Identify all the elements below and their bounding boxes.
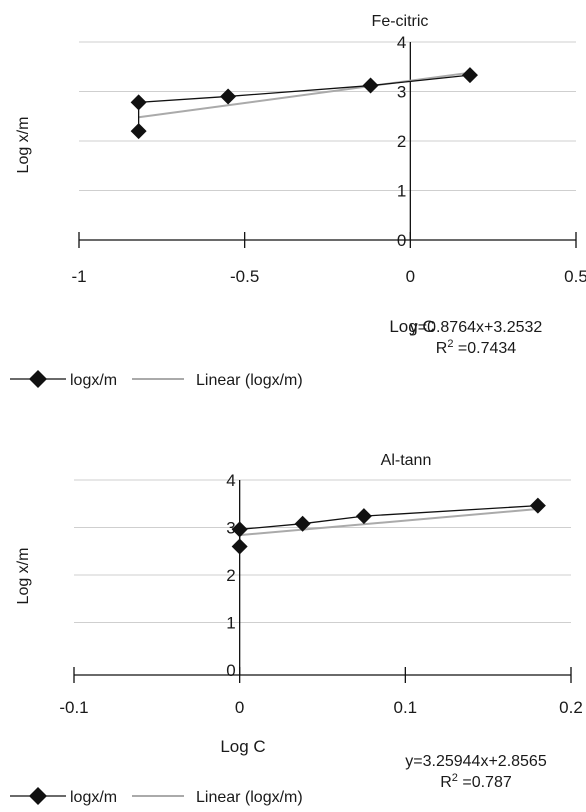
y-tick-label: 4 xyxy=(397,33,406,52)
data-point-marker xyxy=(355,508,372,525)
y-tick-label: 3 xyxy=(397,83,406,102)
y-axis-label: Log x/m xyxy=(15,117,32,174)
x-tick-label: 0.5 xyxy=(564,267,586,286)
r-squared-symbol: R xyxy=(440,774,452,791)
data-point-marker xyxy=(130,123,147,140)
r-squared-exponent: 2 xyxy=(447,338,453,350)
chart-title: Al-tann xyxy=(381,452,432,469)
y-tick-label: 2 xyxy=(226,566,235,585)
r-squared-symbol: R xyxy=(436,340,448,357)
r-squared-value: =0.787 xyxy=(458,774,512,791)
trendline-series xyxy=(239,507,538,537)
data-point-marker xyxy=(461,67,478,84)
chart-title: Fe-citric xyxy=(372,13,429,30)
y-tick-label: 2 xyxy=(397,132,406,151)
data-series-line xyxy=(239,505,538,547)
data-point-marker xyxy=(294,515,311,532)
x-axis-label: Log C xyxy=(389,317,434,336)
x-tick-label: -1 xyxy=(71,267,86,286)
x-tick-label: 0 xyxy=(406,267,415,286)
data-point-marker xyxy=(220,88,237,105)
legend-label-data: logx/m xyxy=(70,372,117,389)
data-series-line xyxy=(137,74,471,132)
x-tick-label: -0.5 xyxy=(230,267,259,286)
trend-equation: y=3.25944x+2.8565 xyxy=(405,753,547,770)
x-tick-label: 0.1 xyxy=(394,698,418,717)
data-point-marker xyxy=(362,77,379,94)
r-squared-label: R2 =0.7434 xyxy=(436,338,517,357)
data-point-marker xyxy=(231,538,248,555)
r-squared-exponent: 2 xyxy=(452,772,458,784)
data-point-marker xyxy=(130,94,147,111)
y-tick-label: 0 xyxy=(226,661,235,680)
legend-label-trend: Linear (logx/m) xyxy=(196,789,303,806)
r-squared-value: =0.7434 xyxy=(453,340,516,357)
legend-marker-icon xyxy=(29,370,47,388)
y-tick-label: 1 xyxy=(226,614,235,633)
chart-al-tann: 0 1 2 3 4 -0.1 0 0.1 0.2 Al-tann Log C Log x/m y=3.2… xyxy=(10,452,583,806)
legend-label-trend: Linear (logx/m) xyxy=(196,372,303,389)
y-tick-label: 1 xyxy=(397,182,406,201)
trendline-series xyxy=(138,71,471,119)
y-tick-label: 4 xyxy=(226,471,235,490)
data-point-marker xyxy=(231,521,248,538)
legend-label-data: logx/m xyxy=(70,789,117,806)
x-tick-label: -0.1 xyxy=(59,698,88,717)
y-tick-label: 3 xyxy=(226,519,235,538)
legend-marker-icon xyxy=(29,787,47,805)
trend-equation: y=0.8764x+3.2532 xyxy=(410,319,543,336)
data-point-marker xyxy=(529,497,546,514)
x-axis-label: Log C xyxy=(220,737,265,756)
x-tick-label: 0 xyxy=(235,698,244,717)
r-squared-label: R2 =0.787 xyxy=(440,772,512,791)
x-tick-label: 0.2 xyxy=(559,698,583,717)
y-axis-label: Log x/m xyxy=(15,548,32,605)
